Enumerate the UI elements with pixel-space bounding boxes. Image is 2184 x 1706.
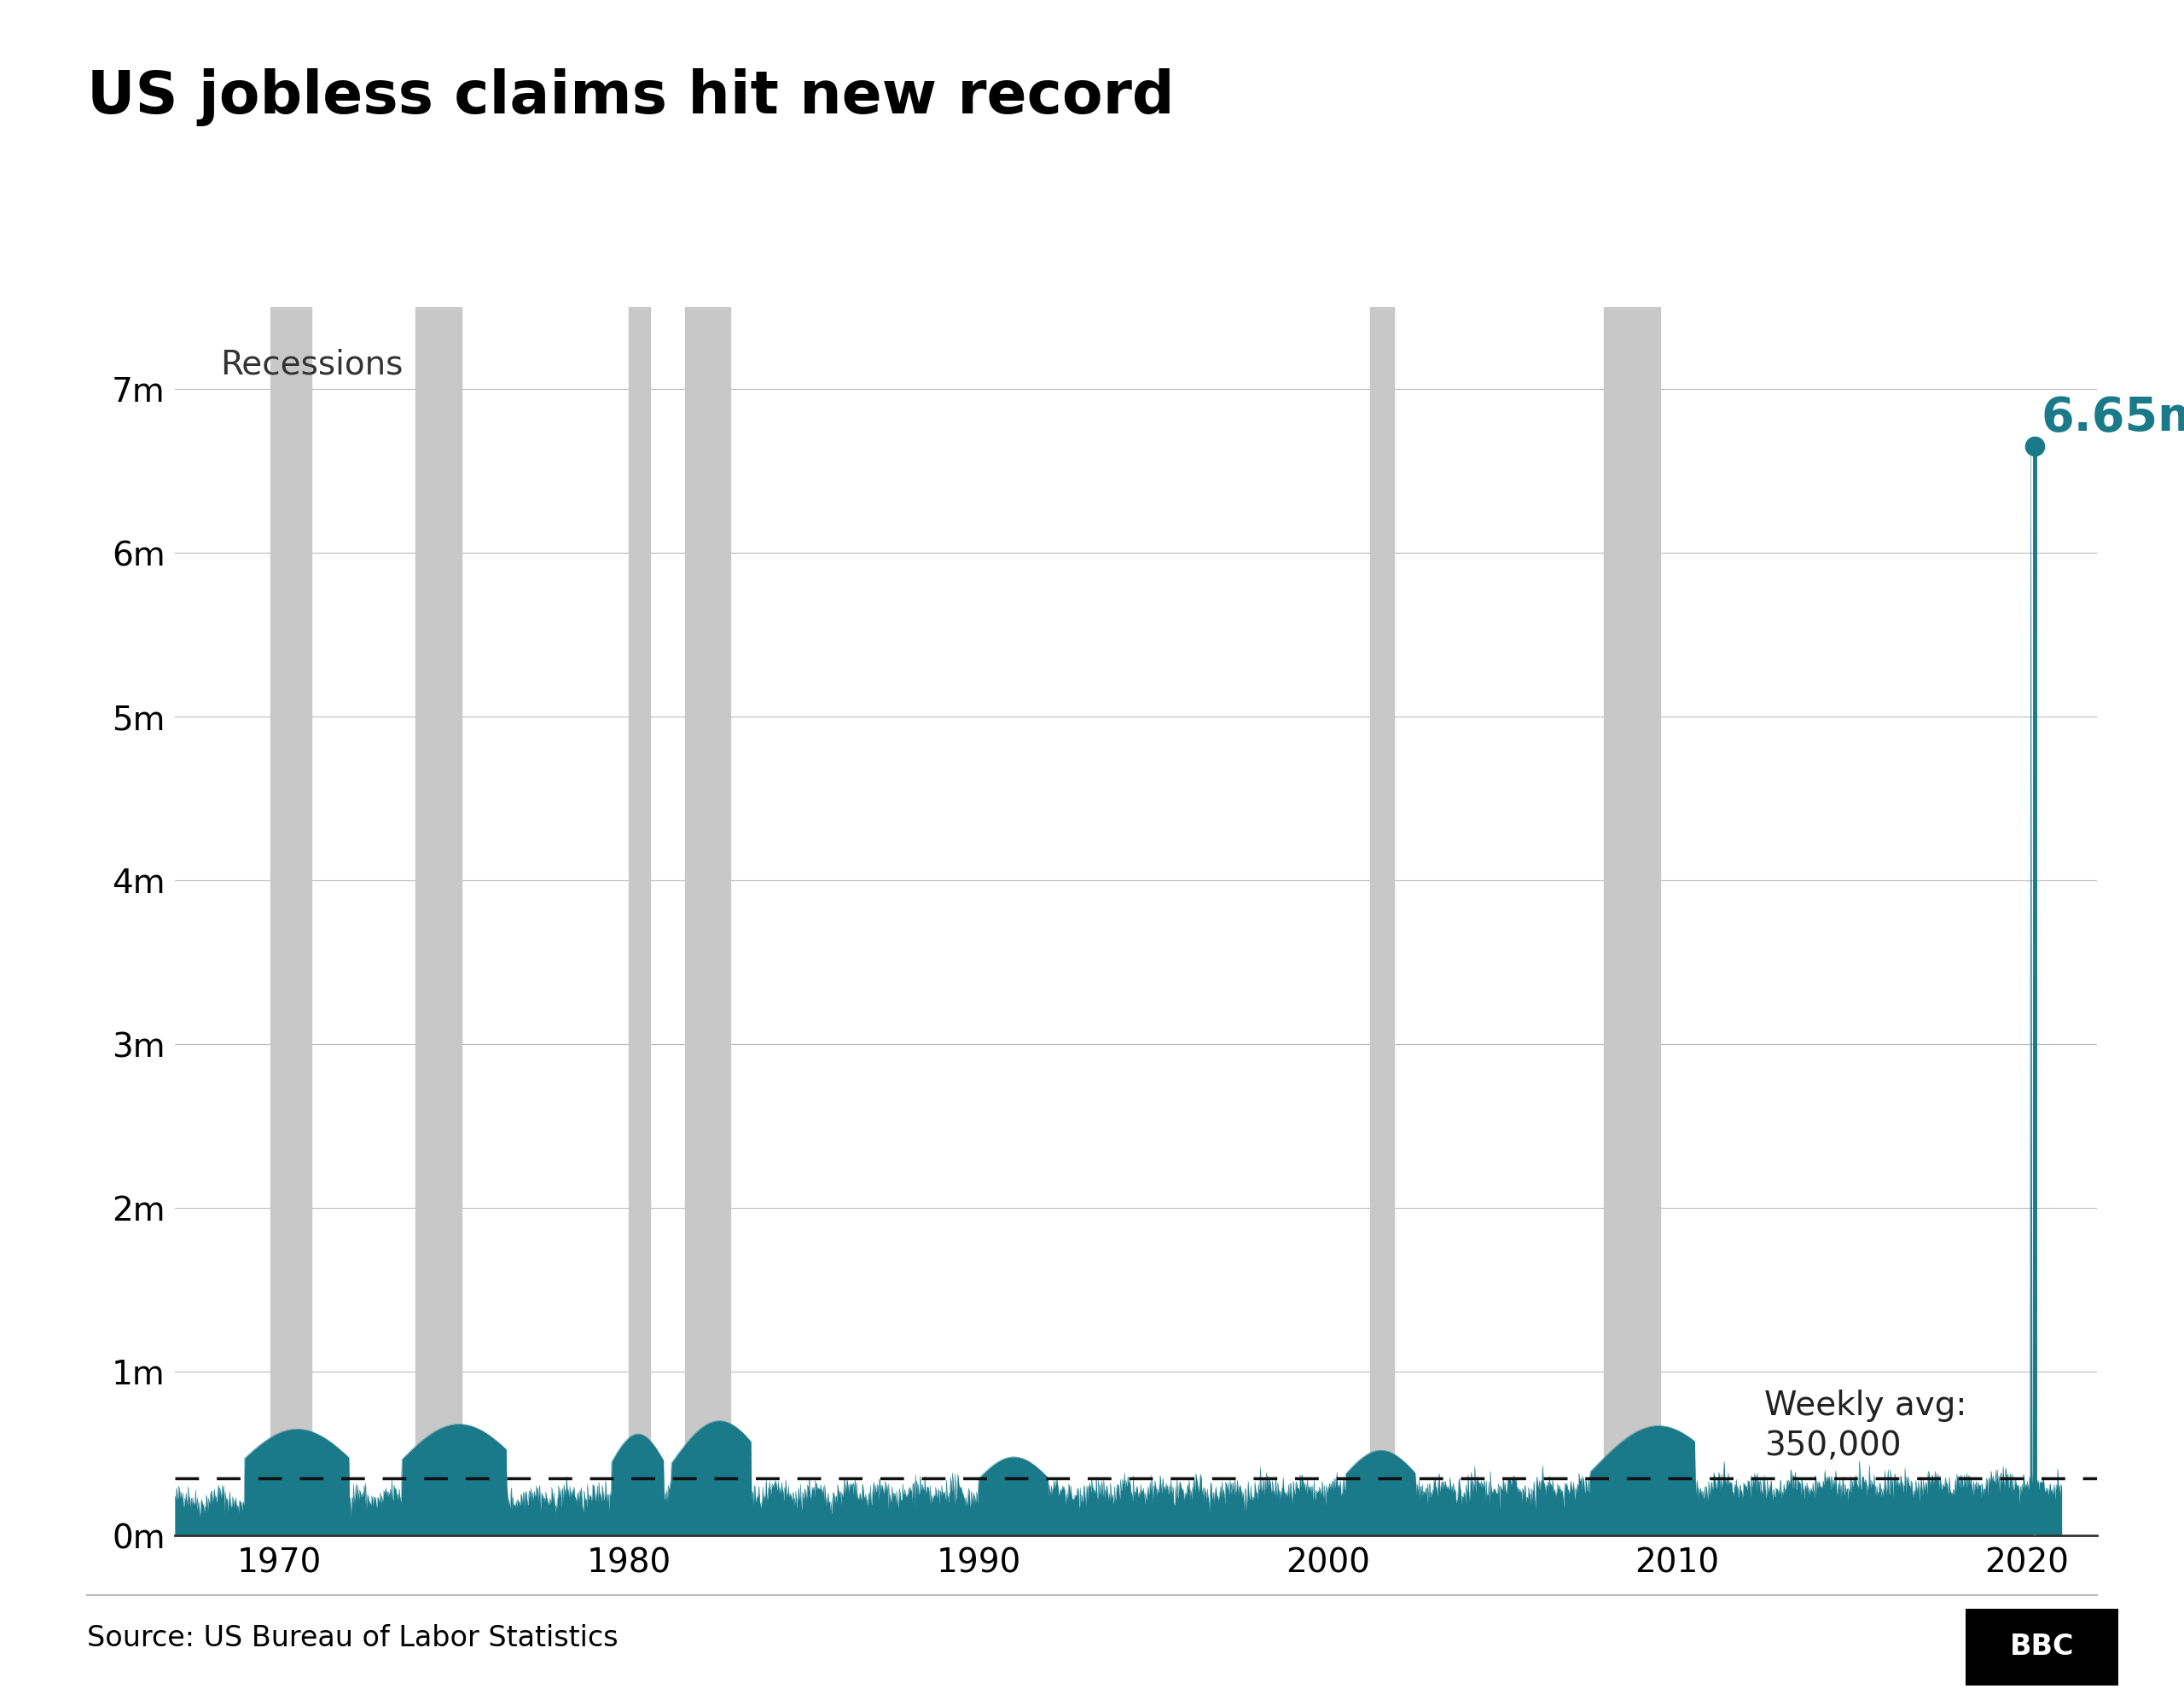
Bar <box>1369 307 1393 1535</box>
Bar <box>686 307 729 1535</box>
Bar <box>629 307 651 1535</box>
Text: Recessions: Recessions <box>221 348 404 380</box>
Text: Source: US Bureau of Labor Statistics: Source: US Bureau of Labor Statistics <box>87 1624 618 1651</box>
Text: Weekly avg:
350,000: Weekly avg: 350,000 <box>1765 1389 1968 1462</box>
Bar <box>271 307 310 1535</box>
Text: US jobless claims hit new record: US jobless claims hit new record <box>87 68 1175 126</box>
Bar <box>1603 307 1660 1535</box>
Bar <box>415 307 461 1535</box>
Text: 6.65m: 6.65m <box>2042 396 2184 442</box>
Text: BBC: BBC <box>2009 1633 2075 1662</box>
